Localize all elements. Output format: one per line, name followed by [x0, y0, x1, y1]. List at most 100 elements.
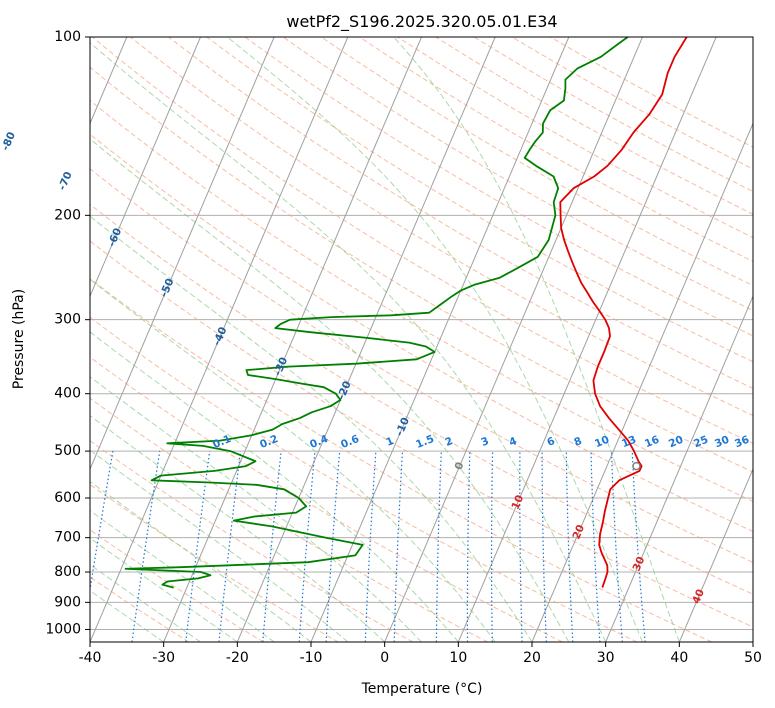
- moist-adiabat-line: [90, 537, 238, 642]
- y-tick-label: 600: [54, 490, 81, 506]
- mixing-ratio-label: 25: [692, 434, 710, 451]
- moist-adiabat-line: [90, 589, 164, 642]
- moist-adiabat-line: [90, 449, 349, 642]
- moist-adiabat-line: [90, 331, 459, 642]
- dry-adiabat-line: [244, 37, 753, 337]
- isotherm-line: [678, 467, 753, 642]
- isotherm-line: [605, 295, 753, 642]
- moist-adiabat-line: [90, 376, 422, 642]
- x-tick-label: -10: [300, 650, 323, 666]
- mixing-ratio-label: 16: [643, 434, 661, 451]
- moist-adiabat-line: [90, 564, 201, 642]
- isotherm-line: [90, 37, 201, 298]
- x-axis-label: Temperature (°C): [361, 681, 483, 697]
- dry-adiabat-line: [282, 37, 753, 312]
- mixing-ratio-line: [185, 451, 211, 642]
- mixing-ratio-line: [218, 451, 242, 642]
- sounding-traces: [124, 37, 688, 589]
- isotherm-line: [384, 37, 643, 642]
- x-tick-label: -20: [226, 650, 249, 666]
- plot-area: [90, 37, 753, 642]
- x-tick-label: 20: [523, 650, 541, 666]
- isotherm-label: 30: [631, 555, 648, 573]
- mixing-ratio-label: 13: [620, 434, 638, 451]
- mixing-ratio-line: [298, 451, 316, 642]
- isotherm-line: [310, 37, 570, 642]
- dry-adiabat-line: [90, 316, 638, 642]
- x-tick-label: 50: [744, 650, 762, 666]
- dry-adiabat-line: [90, 483, 339, 642]
- isotherm-label: -80: [0, 130, 18, 152]
- isotherm-label: 20: [570, 523, 587, 541]
- y-tick-label: 500: [54, 443, 81, 459]
- x-tick-label: 30: [597, 650, 615, 666]
- dry-adiabat-line: [90, 168, 753, 563]
- y-tick-label: 400: [54, 386, 81, 402]
- mixing-ratio-label: 36: [733, 434, 751, 451]
- dry-adiabat-line: [206, 37, 753, 363]
- isotherm-line: [531, 122, 753, 642]
- isotherm-line: [163, 37, 422, 642]
- moist-adiabat-line: [90, 138, 570, 642]
- dry-adiabat-line: [90, 66, 753, 473]
- x-tick-label: 40: [670, 650, 688, 666]
- dry-adiabat-line: [90, 278, 712, 642]
- isotherm-line: [90, 37, 349, 642]
- mixing-ratio-line: [631, 451, 646, 642]
- x-tick-label: -40: [79, 650, 102, 666]
- mixing-ratio-label: 10: [593, 434, 611, 451]
- mixing-ratio-label: 1: [384, 435, 395, 449]
- mixing-ratio-label: 6: [545, 435, 556, 449]
- isotherm-line: [236, 37, 496, 642]
- isotherm-label: 40: [690, 588, 707, 606]
- y-tick-label: 700: [54, 530, 81, 546]
- mixing-ratio-label: 3: [479, 435, 490, 449]
- moist-adiabat-line: [90, 215, 533, 642]
- mixing-ratio-line: [90, 450, 114, 594]
- y-tick-label: 300: [54, 312, 81, 328]
- temperature-trace: [559, 37, 688, 588]
- background-reference-lines: [90, 37, 753, 642]
- y-tick-label: 100: [54, 29, 81, 45]
- dry-adiabat-line: [90, 240, 753, 628]
- mixing-ratio-line: [131, 451, 161, 642]
- second-trace: [124, 37, 629, 589]
- mixing-ratio-label: 2: [443, 435, 454, 449]
- lcl-marker: [632, 461, 641, 471]
- isotherm-line: [457, 37, 717, 642]
- axes: -40 -30 -20 -10 0 10 20 30 40 5010020030040050060…: [45, 29, 762, 666]
- dry-adiabat-line: [168, 37, 753, 389]
- y-tick-label: 900: [54, 594, 81, 610]
- dry-adiabat-line: [90, 356, 563, 642]
- x-tick-label: -30: [152, 650, 175, 666]
- isotherm-label: 10: [509, 493, 526, 511]
- moist-adiabat-line: [90, 42, 607, 642]
- dry-adiabat-line: [90, 99, 753, 502]
- isotherm-line: [90, 37, 275, 471]
- chart-title: wetPf2_S196.2025.320.05.01.E34: [286, 12, 557, 32]
- y-tick-label: 1000: [45, 621, 81, 637]
- dry-adiabat-line: [90, 203, 753, 595]
- dry-adiabat-line: [90, 397, 488, 642]
- moist-adiabat-line: [90, 278, 496, 642]
- isotherm-label: 0: [453, 460, 467, 471]
- y-tick-label: 800: [54, 564, 81, 580]
- dry-adiabat-line: [90, 133, 753, 533]
- y-tick-label: 200: [54, 207, 81, 223]
- isotherm-label: -70: [56, 170, 74, 192]
- moist-adiabat-line: [90, 480, 312, 642]
- mixing-ratio-label: 30: [713, 434, 731, 451]
- x-tick-label: 0: [380, 650, 389, 666]
- y-axis-label: Pressure (hPa): [11, 289, 27, 389]
- x-tick-label: 10: [449, 650, 467, 666]
- mixing-ratio-label: 8: [572, 435, 583, 449]
- isotherm-line: [752, 640, 753, 642]
- dry-adiabat-line: [90, 529, 264, 642]
- plot-frame: [89, 36, 754, 643]
- mixing-ratio-label: 20: [667, 434, 685, 451]
- moist-adiabat-line: [227, 37, 643, 642]
- mixing-ratio-label: 4: [507, 435, 518, 449]
- moist-adiabat-line: [393, 37, 680, 642]
- moist-adiabat-line: [90, 415, 386, 642]
